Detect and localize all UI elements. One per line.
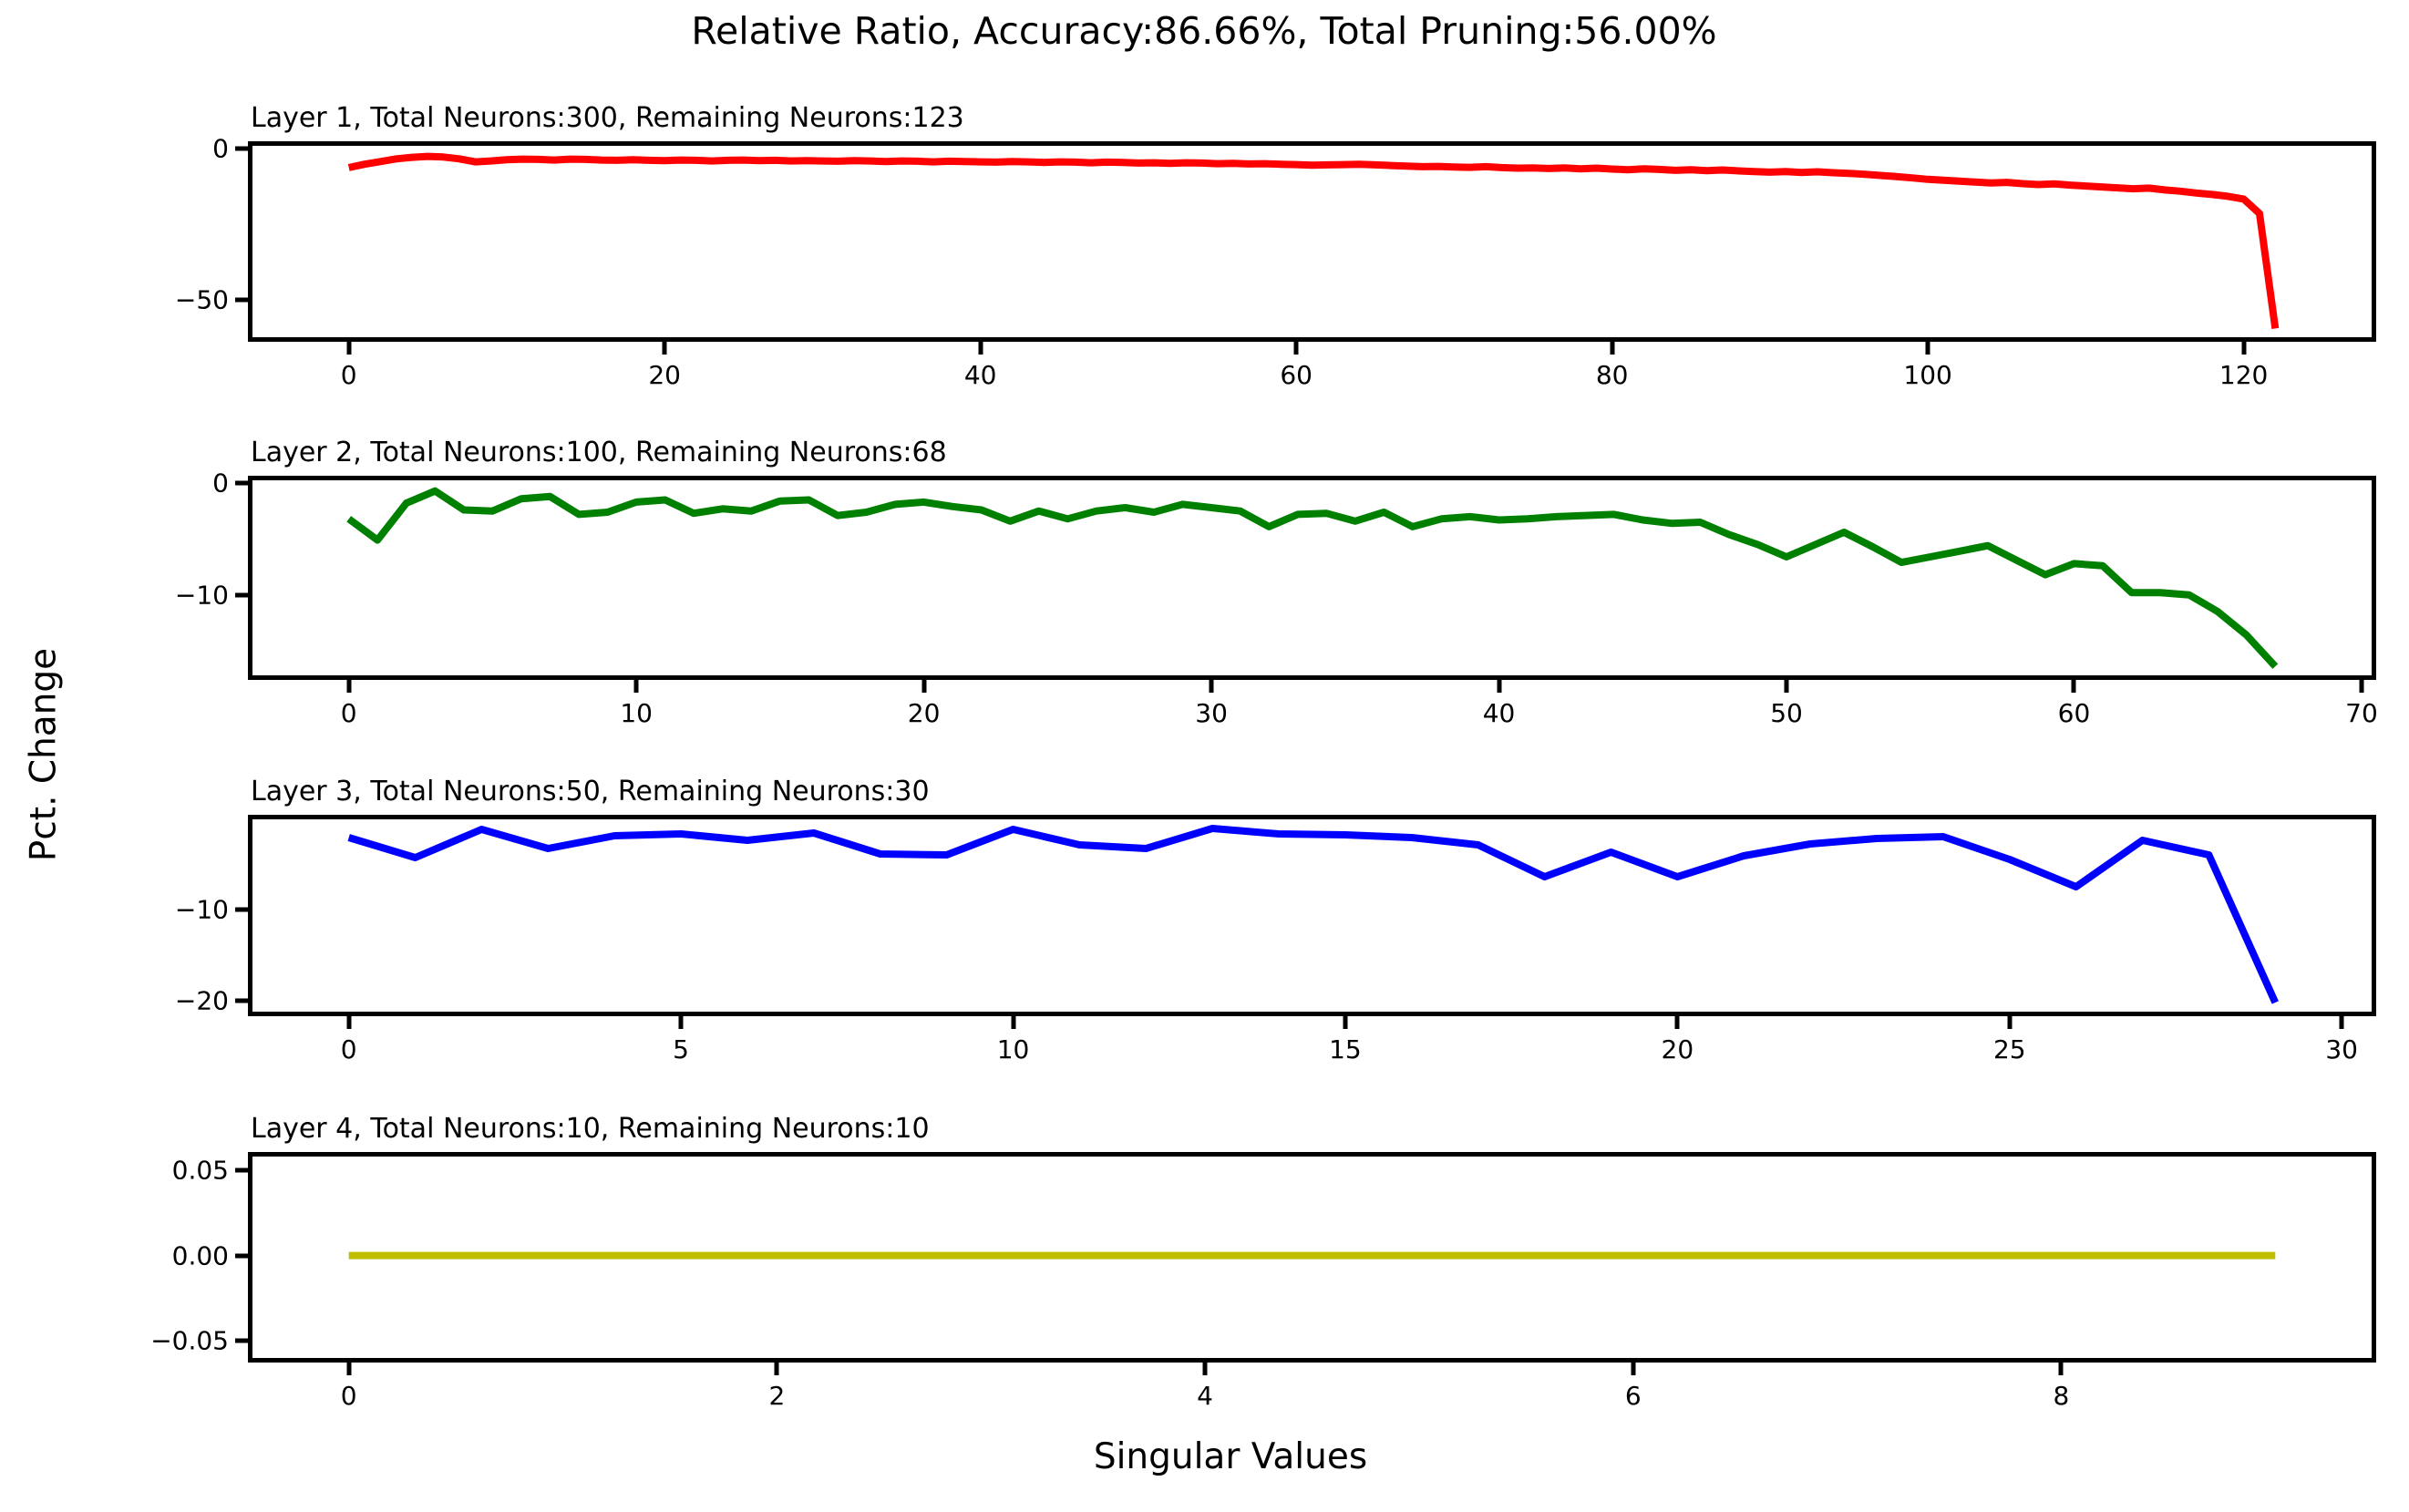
x-tick-mark bbox=[1011, 1016, 1016, 1029]
layer-3-title: Layer 3, Total Neurons:50, Remaining Neu… bbox=[251, 776, 930, 807]
data-line-red bbox=[347, 152, 2280, 329]
x-tick-label: 120 bbox=[2219, 360, 2269, 390]
x-tick-mark bbox=[1610, 342, 1615, 355]
layer-1-axes: Layer 1, Total Neurons:300, Remaining Ne… bbox=[175, 102, 2376, 390]
x-tick-mark bbox=[2071, 680, 2076, 693]
x-tick-label: 10 bbox=[996, 1034, 1030, 1065]
y-tick-mark bbox=[235, 1253, 248, 1259]
x-tick-label: 6 bbox=[1624, 1381, 1642, 1411]
x-tick-mark bbox=[1674, 1016, 1680, 1029]
x-tick-label: 60 bbox=[2057, 698, 2091, 728]
x-tick-mark bbox=[633, 680, 639, 693]
x-tick-mark bbox=[346, 342, 352, 355]
y-tick-mark bbox=[235, 592, 248, 598]
y-tick-label: 0 bbox=[212, 468, 229, 499]
x-tick-label: 70 bbox=[2345, 698, 2378, 728]
y-tick-mark bbox=[235, 297, 248, 303]
x-tick-label: 30 bbox=[2325, 1034, 2359, 1065]
layer-1-line-plot bbox=[347, 152, 2280, 329]
x-tick-mark bbox=[2359, 680, 2364, 693]
x-tick-mark bbox=[1925, 342, 1930, 355]
x-tick-label: 0 bbox=[340, 1034, 357, 1065]
layer-4-axes: Layer 4, Total Neurons:10, Remaining Neu… bbox=[150, 1113, 2376, 1411]
layer-3-axes: Layer 3, Total Neurons:50, Remaining Neu… bbox=[175, 776, 2376, 1065]
layer-3-line-plot bbox=[347, 825, 2279, 1004]
layer-4-line-plot bbox=[348, 1251, 2276, 1260]
x-tick-label: 20 bbox=[648, 360, 681, 390]
x-tick-mark bbox=[2241, 342, 2247, 355]
x-tick-mark bbox=[2058, 1363, 2064, 1375]
y-axis-label: Pct. Change bbox=[23, 647, 65, 862]
x-tick-label: 10 bbox=[620, 698, 653, 728]
x-tick-mark bbox=[1784, 680, 1789, 693]
x-tick-mark bbox=[978, 342, 983, 355]
x-tick-mark bbox=[2007, 1016, 2013, 1029]
y-tick-label: −10 bbox=[174, 894, 229, 925]
x-tick-label: 40 bbox=[1482, 698, 1516, 728]
x-tick-mark bbox=[662, 342, 667, 355]
layer-2-axes: Layer 2, Total Neurons:100, Remaining Ne… bbox=[175, 437, 2378, 728]
x-tick-label: 40 bbox=[963, 360, 997, 390]
x-tick-label: 0 bbox=[340, 698, 357, 728]
y-tick-label: −0.05 bbox=[150, 1325, 229, 1356]
x-tick-mark bbox=[346, 1363, 352, 1375]
x-tick-label: 25 bbox=[1992, 1034, 2026, 1065]
data-line-blue bbox=[347, 825, 2279, 1004]
data-line-green bbox=[346, 487, 2279, 669]
layer-1-title: Layer 1, Total Neurons:300, Remaining Ne… bbox=[251, 102, 964, 134]
y-tick-label: 0 bbox=[212, 133, 229, 164]
layer-4-title: Layer 4, Total Neurons:10, Remaining Neu… bbox=[251, 1113, 930, 1145]
x-tick-mark bbox=[2339, 1016, 2344, 1029]
x-tick-label: 2 bbox=[768, 1381, 786, 1411]
y-tick-mark bbox=[235, 1338, 248, 1343]
x-tick-mark bbox=[346, 1016, 352, 1029]
x-tick-mark bbox=[1343, 1016, 1348, 1029]
x-tick-label: 0 bbox=[340, 1381, 357, 1411]
figure-title: Relative Ratio, Accuracy:86.66%, Total P… bbox=[691, 9, 1717, 53]
x-tick-mark bbox=[678, 1016, 684, 1029]
x-tick-label: 20 bbox=[907, 698, 941, 728]
y-tick-label: −20 bbox=[174, 985, 229, 1016]
y-tick-mark bbox=[235, 998, 248, 1003]
x-tick-label: 20 bbox=[1661, 1034, 1694, 1065]
x-tick-mark bbox=[1202, 1363, 1208, 1375]
y-tick-mark bbox=[235, 1167, 248, 1173]
x-tick-mark bbox=[346, 680, 352, 693]
x-tick-label: 80 bbox=[1595, 360, 1629, 390]
layer-2-line-plot bbox=[346, 487, 2279, 669]
y-tick-mark bbox=[235, 480, 248, 486]
x-tick-label: 100 bbox=[1903, 360, 1952, 390]
x-tick-mark bbox=[1497, 680, 1502, 693]
x-tick-label: 4 bbox=[1197, 1381, 1213, 1411]
y-tick-label: 0.00 bbox=[171, 1240, 229, 1271]
x-tick-label: 30 bbox=[1195, 698, 1228, 728]
y-tick-label: −50 bbox=[174, 284, 229, 315]
x-tick-mark bbox=[1293, 342, 1299, 355]
x-tick-label: 50 bbox=[1770, 698, 1803, 728]
x-tick-mark bbox=[1209, 680, 1214, 693]
x-tick-label: 15 bbox=[1329, 1034, 1362, 1065]
x-tick-label: 8 bbox=[2053, 1381, 2070, 1411]
x-tick-label: 60 bbox=[1280, 360, 1313, 390]
y-tick-label: 0.05 bbox=[171, 1155, 229, 1186]
x-tick-mark bbox=[921, 680, 927, 693]
y-tick-mark bbox=[235, 146, 248, 151]
y-tick-label: −10 bbox=[174, 580, 229, 611]
x-tick-mark bbox=[1631, 1363, 1636, 1375]
x-axis-label: Singular Values bbox=[1093, 1436, 1368, 1477]
y-tick-mark bbox=[235, 907, 248, 912]
x-tick-mark bbox=[774, 1363, 779, 1375]
x-tick-label: 0 bbox=[340, 360, 357, 390]
x-tick-label: 5 bbox=[673, 1034, 690, 1065]
layer-2-title: Layer 2, Total Neurons:100, Remaining Ne… bbox=[251, 437, 947, 468]
